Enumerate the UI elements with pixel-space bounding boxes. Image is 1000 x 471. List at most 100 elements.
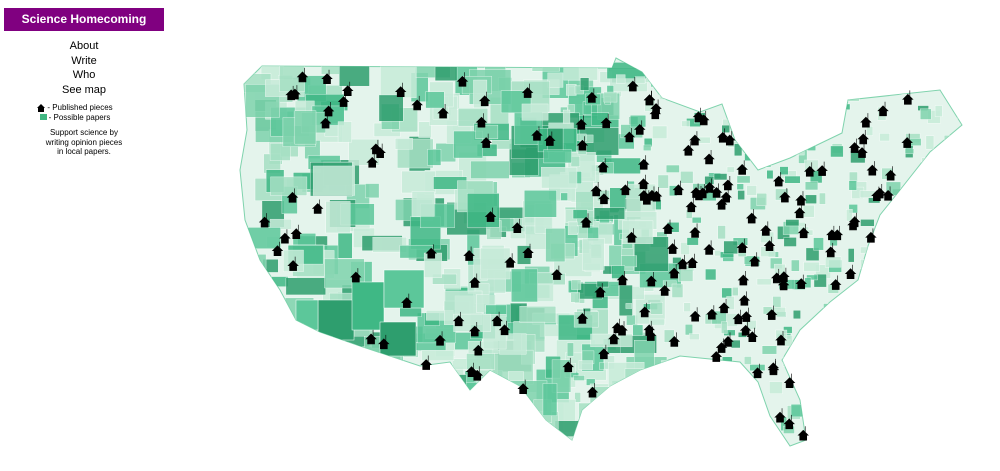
county	[756, 192, 768, 206]
county	[939, 159, 954, 169]
published-pin	[901, 133, 913, 148]
county	[936, 302, 945, 311]
county	[290, 327, 304, 362]
county	[394, 138, 413, 150]
county	[248, 254, 267, 274]
county	[646, 426, 657, 436]
county	[955, 260, 962, 269]
published-pin	[763, 236, 776, 252]
county	[850, 399, 862, 407]
county	[925, 135, 935, 150]
published-pin	[703, 178, 716, 193]
county	[686, 71, 698, 81]
county	[669, 399, 676, 412]
county	[765, 86, 774, 101]
nav-link[interactable]: See map	[61, 83, 107, 96]
county	[686, 237, 699, 246]
county	[418, 121, 432, 138]
county	[939, 332, 956, 340]
published-pin	[829, 275, 842, 290]
county	[476, 378, 494, 410]
county	[710, 360, 718, 374]
county	[927, 319, 936, 331]
published-pin	[321, 69, 333, 85]
nav-link[interactable]: Write	[71, 54, 97, 67]
county	[953, 163, 961, 177]
published-pin	[736, 238, 748, 253]
county	[904, 148, 915, 155]
county	[605, 434, 623, 446]
county	[677, 439, 693, 446]
county	[567, 221, 578, 236]
county	[744, 440, 759, 446]
county	[805, 107, 821, 122]
county	[716, 365, 732, 373]
published-pin	[463, 246, 475, 261]
county	[317, 299, 355, 341]
nav-link[interactable]: Who	[72, 69, 96, 81]
county	[675, 65, 684, 75]
county	[705, 422, 722, 436]
county	[562, 435, 581, 446]
county	[566, 84, 577, 96]
county	[711, 441, 724, 446]
county	[401, 170, 436, 194]
published-pin	[672, 180, 685, 196]
county	[657, 174, 669, 189]
county	[922, 215, 936, 226]
county	[369, 392, 387, 424]
county	[802, 204, 815, 218]
county	[813, 237, 824, 251]
county	[632, 324, 644, 336]
county	[300, 443, 335, 446]
county	[650, 73, 662, 84]
published-pin	[544, 131, 556, 146]
county	[955, 228, 962, 241]
county	[562, 109, 571, 124]
county	[746, 185, 757, 196]
site-title[interactable]: Science Homecoming	[4, 8, 164, 31]
county	[819, 192, 826, 205]
county	[577, 433, 593, 445]
published-pin	[825, 242, 837, 258]
county	[809, 402, 821, 416]
county	[795, 347, 807, 357]
county	[848, 204, 858, 214]
county	[870, 409, 887, 420]
nav-link[interactable]: About	[69, 40, 99, 52]
county	[693, 382, 704, 389]
county	[806, 348, 814, 357]
published-pin	[296, 67, 309, 83]
published-pin	[783, 414, 795, 430]
county	[307, 435, 332, 446]
county	[838, 348, 850, 356]
county	[294, 435, 315, 446]
county	[632, 385, 665, 410]
published-pin	[848, 138, 861, 153]
county	[320, 370, 344, 388]
published-pin	[637, 155, 650, 170]
county	[596, 281, 609, 288]
published-pin	[279, 229, 291, 244]
published-pin	[710, 183, 723, 198]
county	[923, 366, 930, 381]
pin-icon	[37, 103, 46, 112]
county	[894, 234, 912, 244]
published-pin	[739, 321, 752, 336]
published-pin	[773, 172, 785, 187]
county	[652, 125, 668, 139]
county	[783, 237, 797, 247]
county	[585, 412, 600, 427]
county	[276, 382, 303, 417]
county	[911, 258, 926, 269]
county	[756, 154, 771, 163]
county	[896, 315, 909, 324]
county	[694, 81, 711, 90]
published-pin	[816, 161, 828, 176]
county	[832, 356, 841, 367]
county	[547, 72, 564, 88]
county	[354, 371, 380, 397]
county	[953, 214, 962, 228]
county	[282, 355, 308, 381]
